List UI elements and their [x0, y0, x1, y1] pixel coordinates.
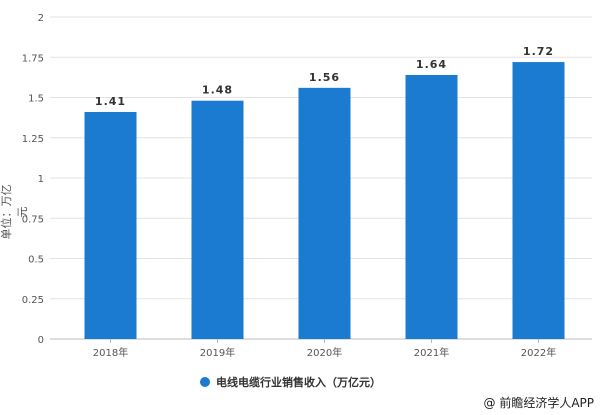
y-tick-label: 2: [38, 13, 44, 24]
legend-label: 电线电缆行业销售收入（万亿元）: [216, 376, 381, 389]
y-tick-label: 0: [38, 335, 44, 346]
x-tick-label: 2022年: [521, 346, 556, 359]
y-tick-label: 0.75: [22, 214, 44, 225]
x-tick-label: 2021年: [414, 346, 449, 359]
legend[interactable]: 电线电缆行业销售收入（万亿元）: [200, 374, 381, 390]
x-tick-label: 2019年: [200, 346, 235, 359]
y-tick-label: 1.75: [22, 53, 44, 64]
x-tick-label: 2020年: [307, 346, 342, 359]
bar: [298, 87, 351, 339]
source-credit: @ 前瞻经济学人APP: [483, 396, 595, 410]
y-tick-label: 0.5: [28, 255, 44, 266]
data-label: 1.64: [416, 58, 447, 71]
data-label: 1.56: [309, 71, 340, 84]
data-label: 1.72: [523, 45, 554, 58]
bar: [191, 100, 244, 339]
y-tick-label: 0.25: [22, 295, 44, 306]
data-label: 1.41: [95, 95, 126, 108]
y-tick-label: 1.25: [22, 134, 44, 145]
x-tick-label: 2018年: [93, 346, 128, 359]
y-tick-label: 1.5: [28, 94, 44, 105]
bar: [512, 62, 565, 340]
data-label: 1.48: [202, 84, 233, 97]
y-tick-label: 1: [38, 174, 44, 185]
bar: [405, 74, 458, 340]
bar: [84, 111, 137, 340]
bar-chart: 0 0.25 0.5 0.75 1 1.25 1.5 1.75 2 1.41 2018年 1.48 20…: [22, 13, 592, 359]
legend-marker: [200, 377, 210, 387]
y-axis-label: 单位：万亿元: [0, 184, 29, 240]
